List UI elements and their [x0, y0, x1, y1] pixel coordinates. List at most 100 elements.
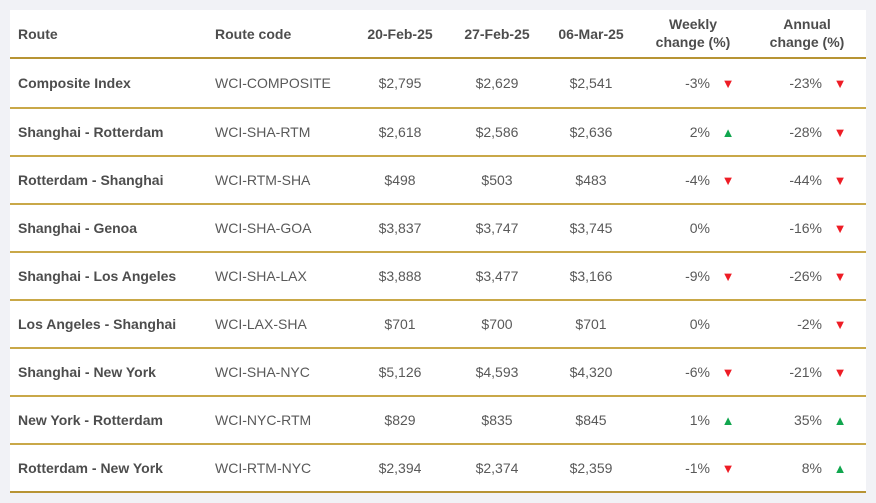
- column-header-route-code: Route code: [215, 25, 292, 42]
- rate-cell: $503: [481, 172, 513, 188]
- column-header-date-1: 20-Feb-25: [367, 25, 433, 42]
- annual-change-cell: 35% ▲: [748, 412, 866, 428]
- table-body: Composite Index WCI-COMPOSITE $2,795 $2,629…: [10, 59, 866, 491]
- change-value: 35%: [793, 412, 822, 428]
- route-cell: Shanghai - Los Angeles: [18, 268, 177, 284]
- rate-cell: $700: [481, 316, 513, 332]
- arrow-slot: ▼: [720, 174, 736, 187]
- change-value: -4%: [685, 172, 710, 188]
- weekly-change-cell: -9% ▼: [638, 268, 748, 284]
- change-value: 2%: [689, 124, 710, 140]
- table-row: Rotterdam - Shanghai WCI-RTM-SHA $498 $503 $…: [10, 155, 866, 203]
- route-code-cell: WCI-COMPOSITE: [215, 75, 331, 91]
- weekly-change-cell: -4% ▼: [638, 172, 748, 188]
- weekly-change-cell: -1% ▼: [638, 460, 748, 476]
- arrow-slot: ▼: [832, 77, 848, 90]
- column-header-date-3: 06-Mar-25: [558, 25, 624, 42]
- rate-cell: $701: [575, 316, 607, 332]
- route-cell: Composite Index: [18, 75, 131, 91]
- column-header-annual-change: Annual change (%): [769, 16, 845, 50]
- change-value: 8%: [801, 460, 822, 476]
- change-value: -9%: [685, 268, 710, 284]
- change-value: -1%: [685, 460, 710, 476]
- rate-cell: $4,320: [569, 364, 613, 380]
- arrow-slot: ▼: [720, 77, 736, 90]
- down-arrow-icon: ▼: [833, 364, 847, 380]
- annual-change-cell: -2% ▼: [748, 316, 866, 332]
- down-arrow-icon: ▼: [721, 460, 735, 476]
- route-code-cell: WCI-RTM-SHA: [215, 172, 311, 188]
- annual-change-cell: -23% ▼: [748, 75, 866, 91]
- column-header-route: Route: [18, 25, 58, 42]
- route-code-cell: WCI-LAX-SHA: [215, 316, 307, 332]
- down-arrow-icon: ▼: [833, 172, 847, 188]
- route-code-cell: WCI-NYC-RTM: [215, 412, 312, 428]
- down-arrow-icon: ▼: [833, 268, 847, 284]
- rate-cell: $4,593: [475, 364, 519, 380]
- annual-change-cell: -28% ▼: [748, 124, 866, 140]
- up-arrow-icon: ▲: [721, 124, 735, 140]
- rate-cell: $3,888: [378, 268, 422, 284]
- weekly-change-cell: 0%: [638, 316, 748, 332]
- table-row: Rotterdam - New York WCI-RTM-NYC $2,394 $2,…: [10, 443, 866, 491]
- weekly-change-cell: 0%: [638, 220, 748, 236]
- arrow-slot: ▼: [832, 222, 848, 235]
- change-value: 1%: [689, 412, 710, 428]
- table-row: Shanghai - New York WCI-SHA-NYC $5,126 $4,5…: [10, 347, 866, 395]
- rate-cell: $2,618: [378, 124, 422, 140]
- change-value: -28%: [789, 124, 822, 140]
- up-arrow-icon: ▲: [721, 412, 735, 428]
- route-code-cell: WCI-SHA-LAX: [215, 268, 307, 284]
- route-cell: New York - Rotterdam: [18, 412, 163, 428]
- rate-cell: $2,795: [378, 75, 422, 91]
- arrow-slot: ▼: [832, 174, 848, 187]
- column-header-weekly-change: Weekly change (%): [655, 16, 731, 50]
- change-value: -16%: [789, 220, 822, 236]
- arrow-slot: ▼: [832, 126, 848, 139]
- down-arrow-icon: ▼: [833, 124, 847, 140]
- change-value: -23%: [789, 75, 822, 91]
- table-row: Shanghai - Genoa WCI-SHA-GOA $3,837 $3,747 $…: [10, 203, 866, 251]
- rate-cell: $2,394: [378, 460, 422, 476]
- rate-cell: $2,374: [475, 460, 519, 476]
- annual-change-cell: -21% ▼: [748, 364, 866, 380]
- rate-cell: $3,745: [569, 220, 613, 236]
- rates-table-card: Route Route code 20-Feb-25 27-Feb-25 06-…: [10, 10, 866, 493]
- arrow-slot: ▲: [832, 462, 848, 475]
- table-row: Los Angeles - Shanghai WCI-LAX-SHA $701 $70…: [10, 299, 866, 347]
- rate-cell: $829: [384, 412, 416, 428]
- weekly-change-cell: 2% ▲: [638, 124, 748, 140]
- route-code-cell: WCI-SHA-GOA: [215, 220, 312, 236]
- change-value: -2%: [797, 316, 822, 332]
- arrow-slot: ▲: [720, 126, 736, 139]
- rate-cell: $3,166: [569, 268, 613, 284]
- rate-cell: $5,126: [378, 364, 422, 380]
- route-code-cell: WCI-RTM-NYC: [215, 460, 312, 476]
- annual-change-cell: -26% ▼: [748, 268, 866, 284]
- weekly-change-cell: -6% ▼: [638, 364, 748, 380]
- arrow-slot: ▼: [720, 366, 736, 379]
- route-cell: Los Angeles - Shanghai: [18, 316, 177, 332]
- route-code-cell: WCI-SHA-NYC: [215, 364, 310, 380]
- down-arrow-icon: ▼: [721, 268, 735, 284]
- change-value: 0%: [689, 316, 710, 332]
- annual-change-cell: 8% ▲: [748, 460, 866, 476]
- rate-cell: $3,477: [475, 268, 519, 284]
- rate-cell: $498: [384, 172, 416, 188]
- annual-change-cell: -16% ▼: [748, 220, 866, 236]
- table-row: Shanghai - Los Angeles WCI-SHA-LAX $3,888 $…: [10, 251, 866, 299]
- route-cell: Shanghai - New York: [18, 364, 156, 380]
- table-row: New York - Rotterdam WCI-NYC-RTM $829 $835 $…: [10, 395, 866, 443]
- annual-change-cell: -44% ▼: [748, 172, 866, 188]
- table-row: Composite Index WCI-COMPOSITE $2,795 $2,629…: [10, 59, 866, 107]
- rate-cell: $2,629: [475, 75, 519, 91]
- rate-cell: $835: [481, 412, 513, 428]
- rate-cell: $845: [575, 412, 607, 428]
- route-cell: Rotterdam - New York: [18, 460, 163, 476]
- rate-cell: $2,636: [569, 124, 613, 140]
- arrow-slot: ▲: [720, 414, 736, 427]
- up-arrow-icon: ▲: [833, 460, 847, 476]
- change-value: -6%: [685, 364, 710, 380]
- change-value: 0%: [689, 220, 710, 236]
- weekly-change-cell: 1% ▲: [638, 412, 748, 428]
